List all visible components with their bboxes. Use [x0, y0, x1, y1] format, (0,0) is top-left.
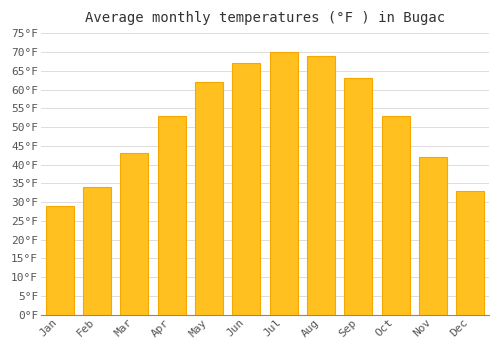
Bar [419, 157, 447, 315]
Bar [270, 52, 297, 315]
Title: Average monthly temperatures (°F ) in Bugac: Average monthly temperatures (°F ) in Bu… [85, 11, 445, 25]
Bar [120, 153, 148, 315]
Bar [46, 206, 74, 315]
Bar [83, 187, 111, 315]
Bar [344, 78, 372, 315]
Bar [158, 116, 186, 315]
Bar [232, 63, 260, 315]
Bar [307, 56, 335, 315]
Bar [382, 116, 409, 315]
Bar [456, 191, 484, 315]
Bar [195, 82, 223, 315]
